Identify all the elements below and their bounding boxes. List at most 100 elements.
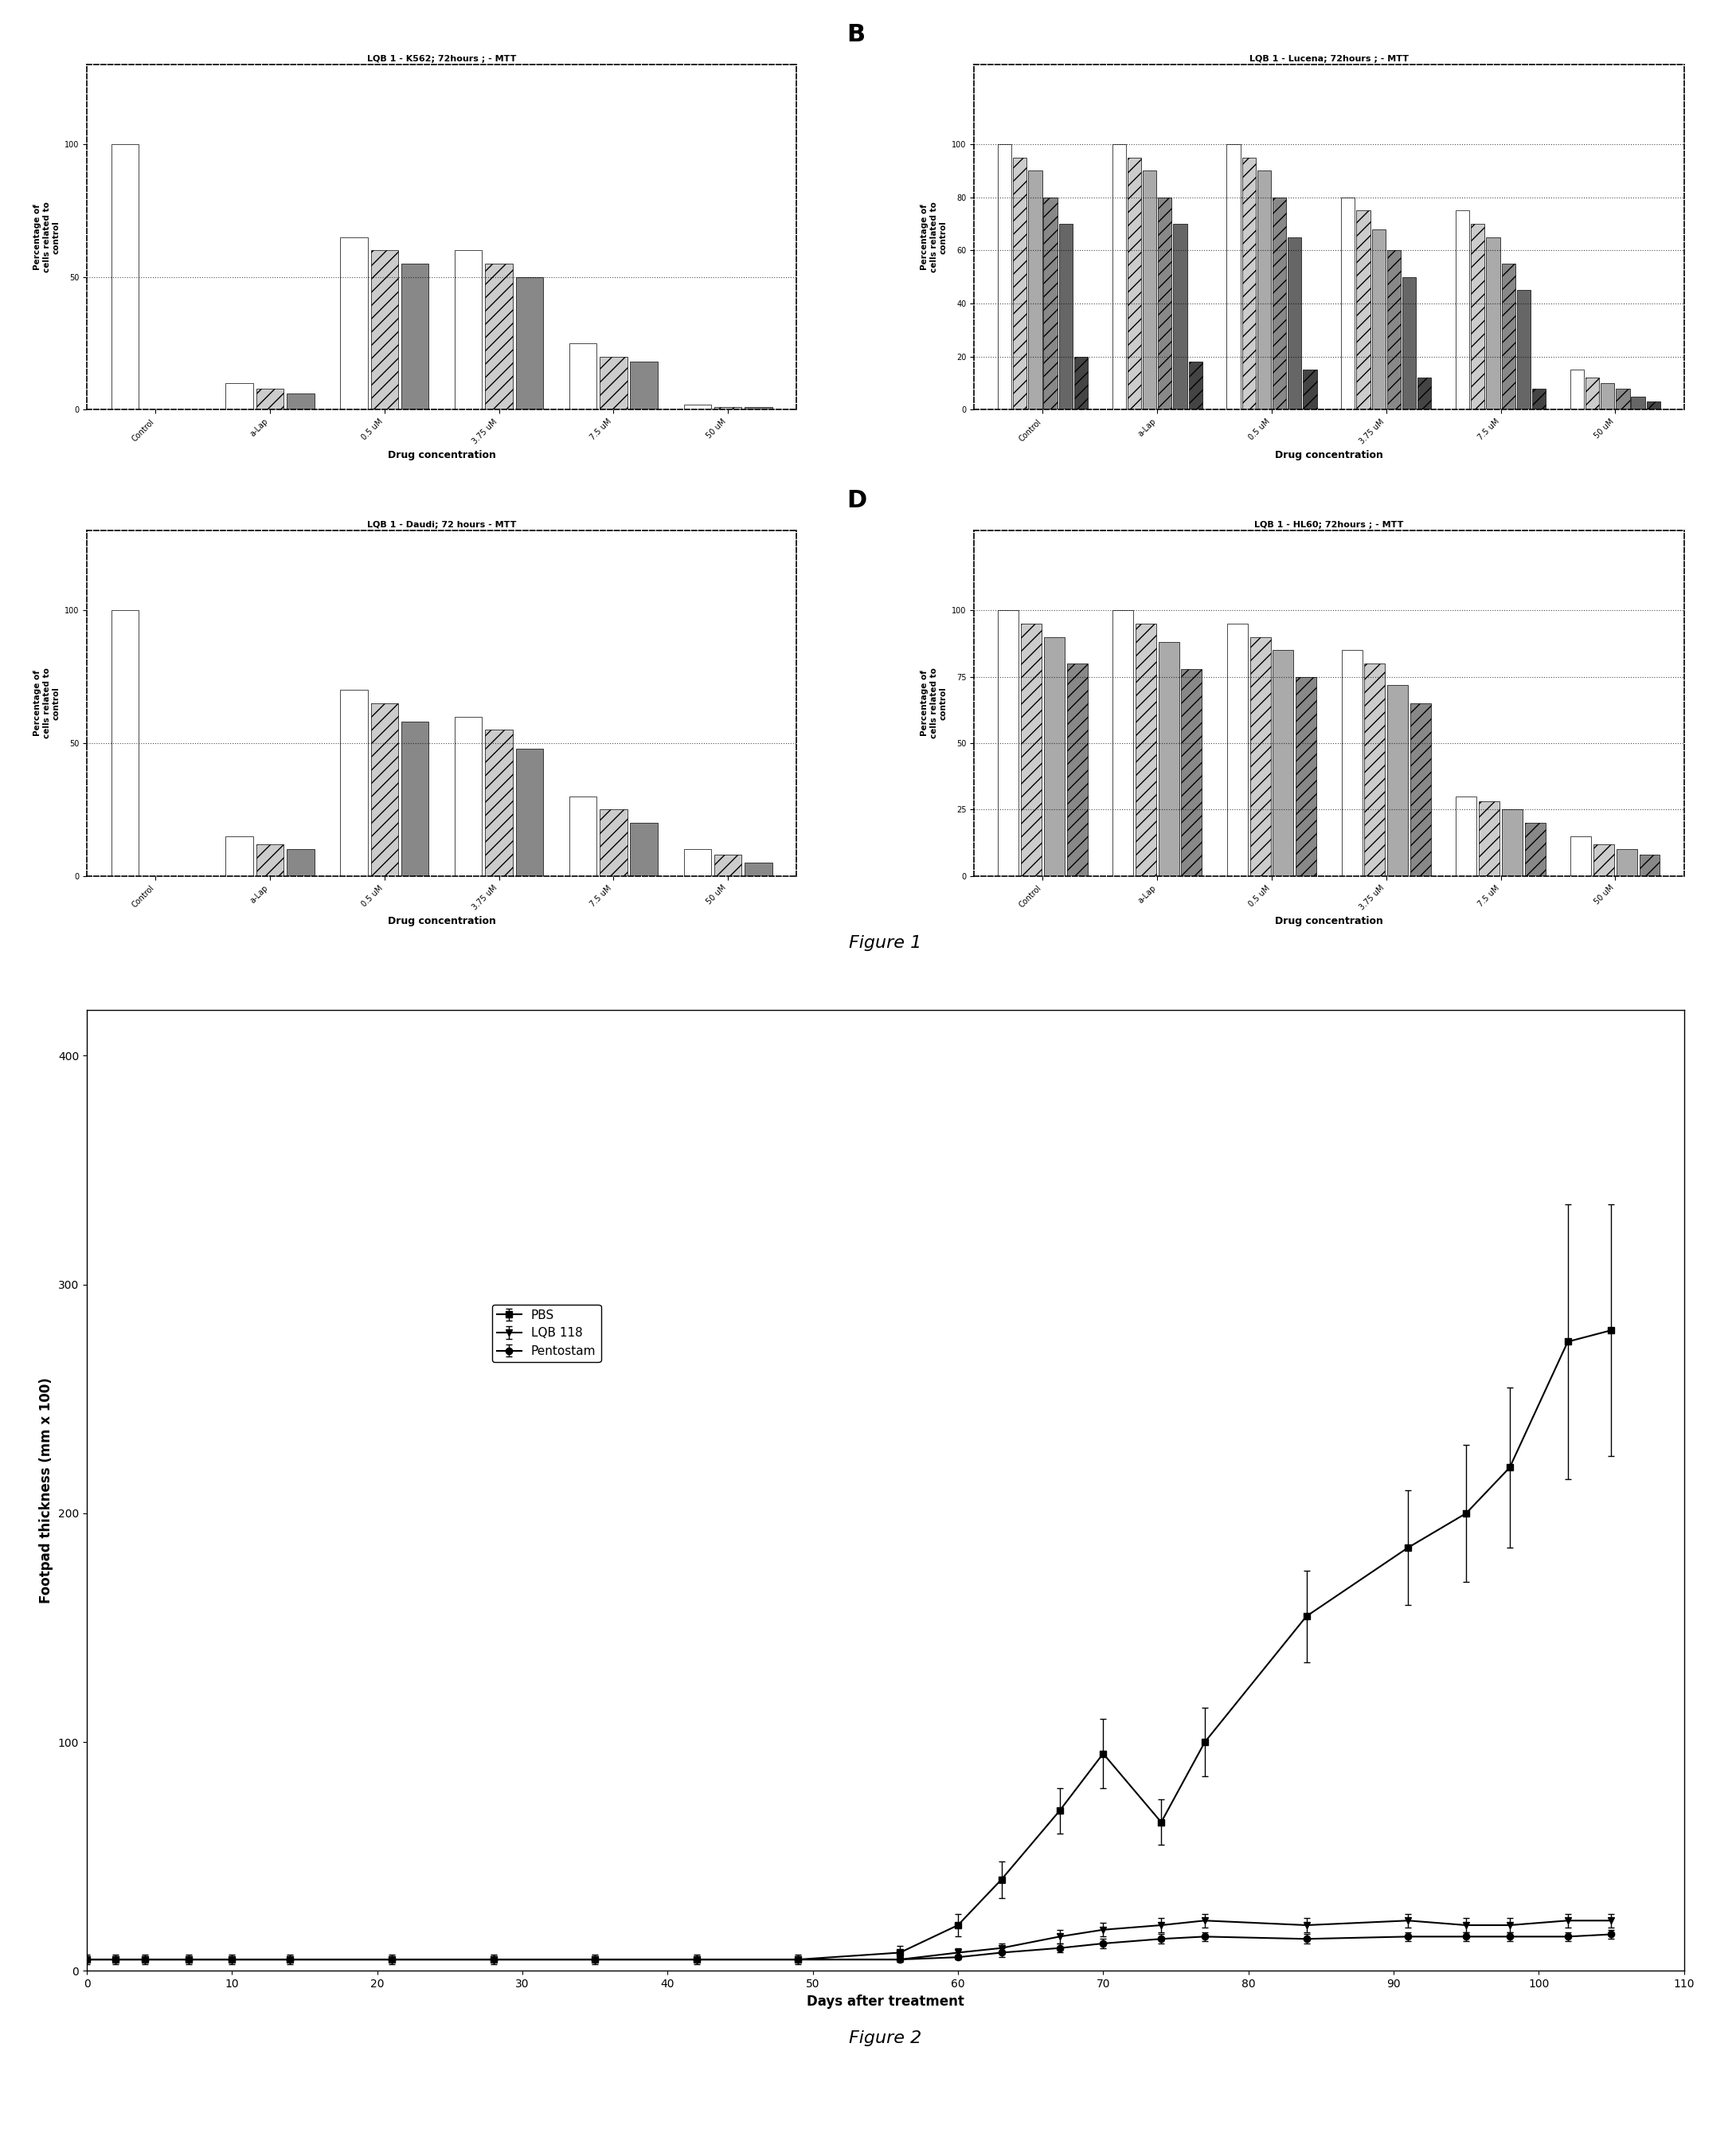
Bar (630, 824, 658, 875)
Title: LQB 1 - Daudi; 72 hours - MTT: LQB 1 - Daudi; 72 hours - MTT (366, 521, 516, 530)
Bar (1257, 172, 1271, 410)
Text: Figure 1: Figure 1 (849, 935, 922, 950)
Bar (569, 796, 597, 875)
Y-axis label: Footpad thickness (mm x 100): Footpad thickness (mm x 100) (40, 1377, 54, 1604)
Bar (486, 729, 512, 875)
Bar (1059, 223, 1073, 410)
Text: B: B (847, 24, 865, 45)
X-axis label: Drug concentration: Drug concentration (1274, 916, 1384, 927)
Bar (1569, 369, 1583, 410)
Bar (1304, 369, 1318, 410)
Bar (1616, 849, 1637, 875)
Bar (1158, 641, 1179, 875)
Bar (516, 749, 543, 875)
Bar (1241, 157, 1255, 410)
Title: LQB 1 - HL60; 72hours ; - MTT: LQB 1 - HL60; 72hours ; - MTT (1255, 521, 1404, 530)
Bar (1594, 843, 1614, 875)
Bar (1075, 356, 1088, 410)
Bar (1387, 251, 1401, 410)
Bar (1601, 384, 1614, 410)
Bar (713, 408, 741, 410)
Y-axis label: Percentage of
cells related to
control: Percentage of cells related to control (920, 202, 948, 272)
Bar (1021, 624, 1042, 875)
Bar (684, 849, 712, 875)
Bar (372, 251, 398, 410)
Bar (286, 395, 314, 410)
Bar (998, 144, 1012, 410)
Bar (1227, 144, 1241, 410)
Bar (599, 356, 627, 410)
Bar (1646, 401, 1660, 410)
Bar (599, 809, 627, 875)
Bar (1371, 230, 1385, 410)
Bar (226, 837, 253, 875)
Bar (1142, 172, 1156, 410)
Bar (1585, 378, 1599, 410)
Bar (1342, 197, 1356, 410)
Bar (1158, 197, 1172, 410)
Bar (1295, 676, 1316, 875)
Bar (1457, 796, 1477, 875)
Bar (455, 251, 483, 410)
Bar (401, 723, 429, 875)
X-axis label: Drug concentration: Drug concentration (387, 916, 496, 927)
Bar (1180, 669, 1201, 875)
Bar (111, 609, 139, 875)
Text: D: D (847, 489, 866, 513)
Y-axis label: Percentage of
cells related to
control: Percentage of cells related to control (33, 667, 61, 738)
Bar (1533, 388, 1545, 410)
Bar (1470, 223, 1484, 410)
Bar (1418, 378, 1430, 410)
Bar (1403, 277, 1417, 410)
Bar (286, 849, 314, 875)
Bar (1387, 684, 1408, 875)
Bar (684, 405, 712, 410)
Bar (257, 388, 283, 410)
Bar (340, 236, 368, 410)
Bar (1043, 637, 1064, 875)
Bar (998, 609, 1019, 875)
Title: LQB 1 - K562; 72hours ; - MTT: LQB 1 - K562; 72hours ; - MTT (366, 54, 516, 62)
Bar (1135, 624, 1156, 875)
Bar (1502, 264, 1516, 410)
Bar (111, 144, 139, 410)
Bar (569, 343, 597, 410)
Bar (713, 854, 741, 875)
Bar (1028, 172, 1042, 410)
Bar (1174, 223, 1187, 410)
Bar (1189, 363, 1203, 410)
Bar (1616, 388, 1630, 410)
Bar (1571, 837, 1592, 875)
Bar (1356, 210, 1370, 410)
Bar (1288, 236, 1302, 410)
Bar (1272, 650, 1293, 875)
Bar (1486, 236, 1500, 410)
Bar (340, 691, 368, 875)
Bar (1227, 624, 1248, 875)
Bar (1517, 290, 1531, 410)
X-axis label: Drug concentration: Drug concentration (387, 450, 496, 459)
Bar (1250, 637, 1271, 875)
Bar (745, 862, 773, 875)
Bar (630, 363, 658, 410)
Bar (516, 277, 543, 410)
X-axis label: Days after treatment: Days after treatment (807, 1995, 963, 2008)
Bar (1632, 397, 1646, 410)
Bar (401, 264, 429, 410)
Bar (1014, 157, 1026, 410)
Text: Figure 2: Figure 2 (849, 2029, 922, 2046)
Bar (1342, 650, 1363, 875)
X-axis label: Drug concentration: Drug concentration (1274, 450, 1384, 459)
Bar (1113, 609, 1134, 875)
Bar (486, 264, 512, 410)
Title: LQB 1 - Lucena; 72hours ; - MTT: LQB 1 - Lucena; 72hours ; - MTT (1250, 54, 1408, 62)
Y-axis label: Percentage of
cells related to
control: Percentage of cells related to control (920, 667, 948, 738)
Bar (1410, 704, 1430, 875)
Bar (1364, 663, 1385, 875)
Bar (1068, 663, 1087, 875)
Bar (372, 704, 398, 875)
Bar (257, 843, 283, 875)
Bar (226, 384, 253, 410)
Bar (745, 408, 773, 410)
Bar (1113, 144, 1127, 410)
